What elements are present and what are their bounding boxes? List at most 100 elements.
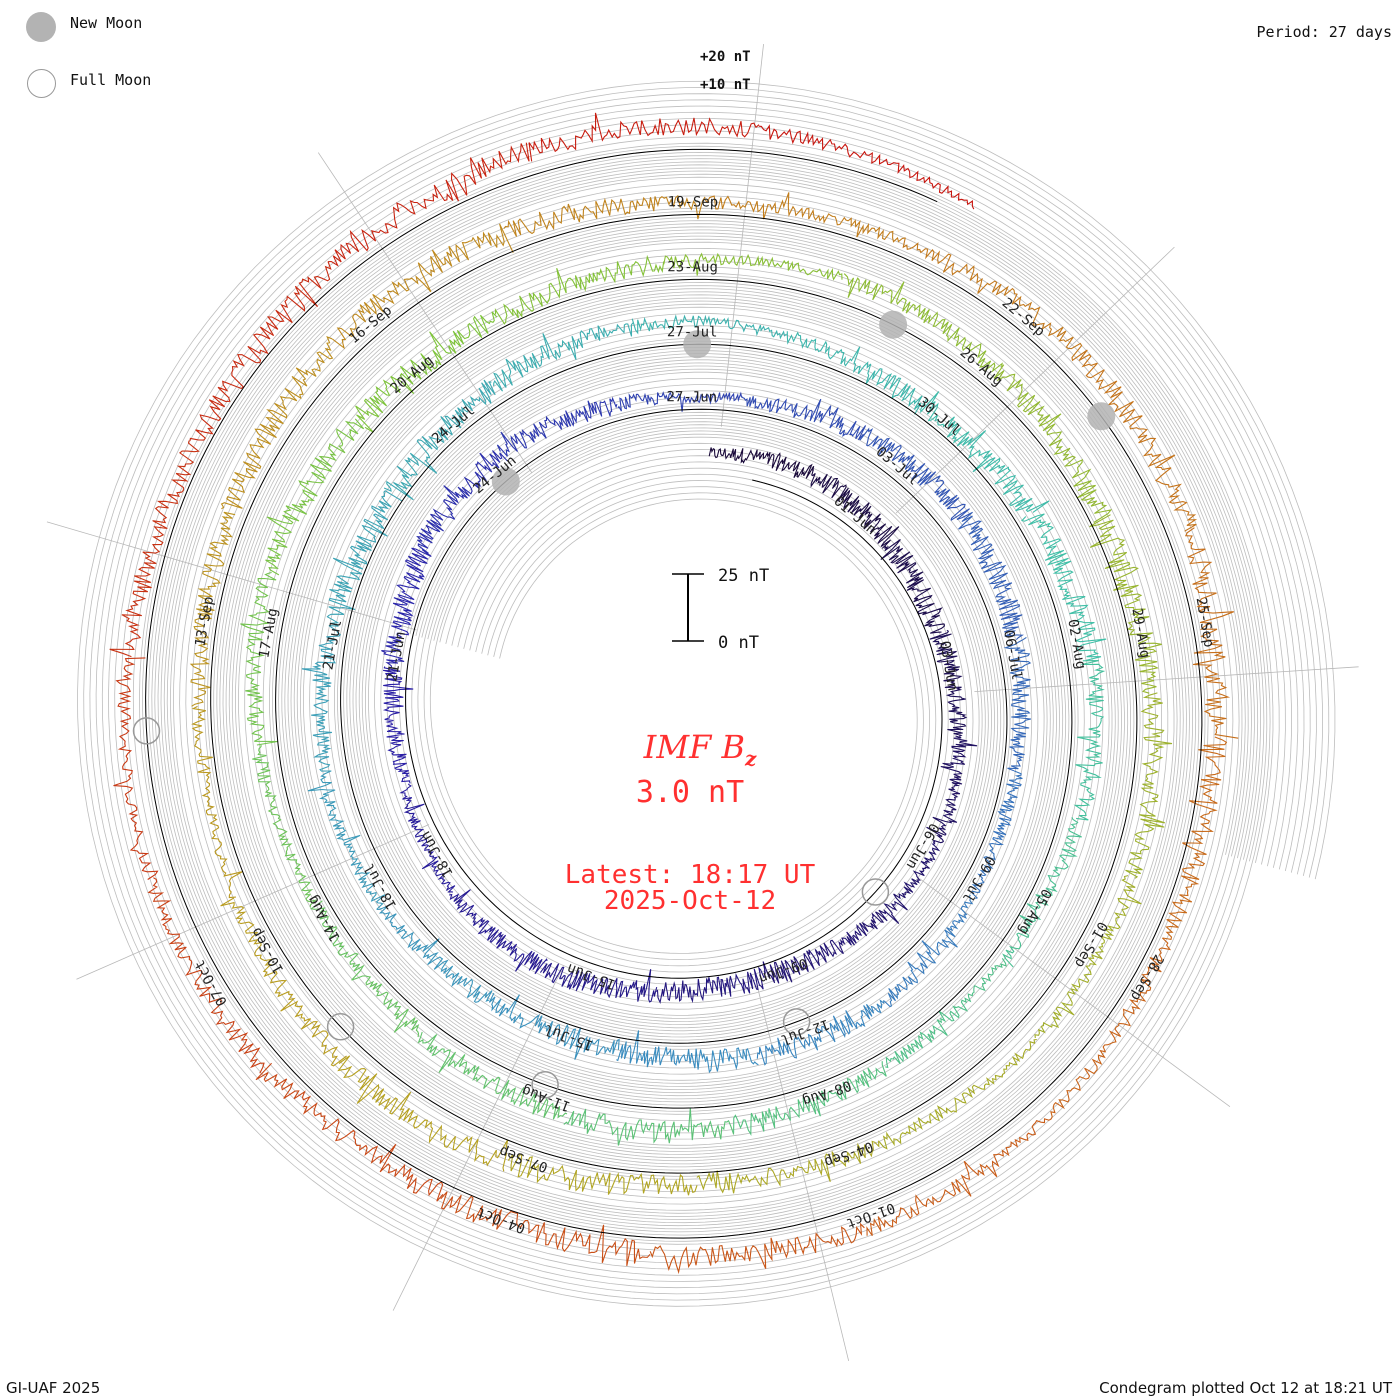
bz-trace-segment <box>970 770 1023 900</box>
bz-trace-segment <box>109 440 200 658</box>
bz-trace-segment <box>866 1118 1052 1237</box>
grid-spiral <box>157 161 1255 1227</box>
date-label: 19-Sep <box>668 194 719 210</box>
new-moon-marker <box>491 467 520 496</box>
latest-time: Latest: 18:17 UT <box>564 860 816 890</box>
date-label: 04-Sep <box>822 1138 875 1170</box>
bz-trace-segment <box>741 396 867 441</box>
grid-spiral <box>151 155 1262 1233</box>
date-label: 25-Sep <box>1192 596 1216 649</box>
new-moon-marker <box>1087 402 1116 431</box>
current-value: 3.0 nT <box>635 775 745 810</box>
bz-trace-segment <box>488 992 620 1060</box>
bz-trace-segment <box>189 261 332 442</box>
grid-spiral <box>114 117 1299 1270</box>
bz-trace-segment <box>880 539 945 634</box>
day-spoke <box>46 521 417 631</box>
bz-trace-segment <box>191 705 243 899</box>
bz-trace-segment <box>416 450 508 554</box>
bz-trace-segment <box>786 331 923 415</box>
bz-trace-segment <box>762 922 869 984</box>
footer-plot-time: Condegram plotted Oct 12 at 18:21 UT <box>1099 1379 1392 1397</box>
grid-spiral <box>95 99 1317 1289</box>
bz-trace-segment <box>733 1061 887 1136</box>
bz-trace-segment <box>861 841 941 932</box>
bz-trace-segment <box>309 900 420 1038</box>
scale-bar: 25 nT 0 nT <box>672 566 769 653</box>
bz-trace-segment <box>417 1031 568 1120</box>
bz-trace-segment <box>147 877 265 1074</box>
bz-trace-segment <box>1034 875 1142 1039</box>
bz-trace-segment <box>383 379 496 501</box>
zero-line-spiral <box>145 148 1203 1239</box>
bz-trace-segment <box>494 254 665 325</box>
new-moon-icon <box>26 12 56 42</box>
bz-trace-segment <box>758 124 975 210</box>
legend-new-moon: New Moon <box>26 12 142 42</box>
date-label: 23-Aug <box>667 259 718 275</box>
scale-label-plus10: +10 nT <box>700 77 751 93</box>
full-moon-marker <box>782 1008 811 1036</box>
bz-trace-segment <box>507 1153 698 1196</box>
date-label: 09-Jun <box>757 954 810 986</box>
bz-trace-segment <box>663 252 843 281</box>
bz-trace-segment <box>399 783 456 893</box>
bz-trace-segment <box>1003 636 1032 772</box>
bz-trace-segment <box>929 629 968 737</box>
date-label: 04-Oct <box>475 1204 528 1237</box>
bz-trace-segment <box>843 273 1003 373</box>
bz-trace-segment <box>252 744 318 908</box>
bz-trace-segment <box>539 962 658 1003</box>
full-moon-marker <box>326 1013 355 1041</box>
grid-spiral <box>101 105 1311 1282</box>
bz-trace-segment <box>696 1140 880 1194</box>
grid-spiral <box>89 93 1324 1295</box>
bz-trace-segment <box>1073 660 1106 821</box>
bz-trace-segment <box>337 1055 509 1172</box>
grid-spiral <box>120 124 1293 1264</box>
bz-trace-segment <box>220 336 334 510</box>
date-label: 15-Jul <box>542 1021 595 1054</box>
bz-trace-segment <box>1162 736 1228 941</box>
bz-trace-segment <box>301 625 342 772</box>
bz-trace-segment <box>1089 514 1162 694</box>
bz-trace-segment <box>885 957 1007 1069</box>
full-moon-marker <box>861 878 890 906</box>
bz-trace-segment <box>1020 513 1107 661</box>
parameter-title-sub: z <box>744 746 757 771</box>
new-moon-marker <box>683 330 712 359</box>
bz-trace-segment <box>926 735 978 844</box>
bz-trace-segment <box>240 571 278 746</box>
full-moon-marker <box>531 1071 559 1099</box>
bz-trace-segment <box>649 1222 865 1275</box>
bz-trace-segment <box>440 1191 651 1267</box>
bz-trace-segment <box>859 427 973 522</box>
bz-trace-segment <box>220 897 347 1067</box>
bz-trace-segment <box>189 511 236 707</box>
day-spoke <box>974 666 1359 693</box>
bz-trace-segment <box>328 142 530 267</box>
latest-date: 2025-Oct-12 <box>603 886 777 916</box>
grid-spiral <box>139 142 1274 1245</box>
bz-trace-segment <box>708 447 815 479</box>
day-spoke <box>76 824 430 980</box>
bz-trace-segment <box>1184 527 1239 739</box>
grid-spiral <box>169 173 1243 1214</box>
parameter-title: IMF Bz <box>550 728 850 770</box>
bz-trace-segment <box>355 311 498 433</box>
bz-trace-segment <box>496 396 618 457</box>
bz-trace-segment <box>1071 349 1198 532</box>
bz-trace-segment <box>376 905 493 1003</box>
full-moon-icon <box>27 69 56 98</box>
legend-full-moon: Full Moon <box>27 69 151 98</box>
bz-trace-segment <box>307 770 386 910</box>
grid-spiral <box>77 80 1336 1307</box>
bz-trace-segment <box>1125 692 1173 879</box>
bz-trace-segment <box>631 314 787 340</box>
bz-trace-segment <box>920 391 1050 513</box>
bz-trace-segment <box>704 192 906 243</box>
day-spoke <box>895 246 1175 514</box>
bz-trace-segment <box>810 469 900 549</box>
period-label: Period: 27 days <box>1256 23 1392 41</box>
